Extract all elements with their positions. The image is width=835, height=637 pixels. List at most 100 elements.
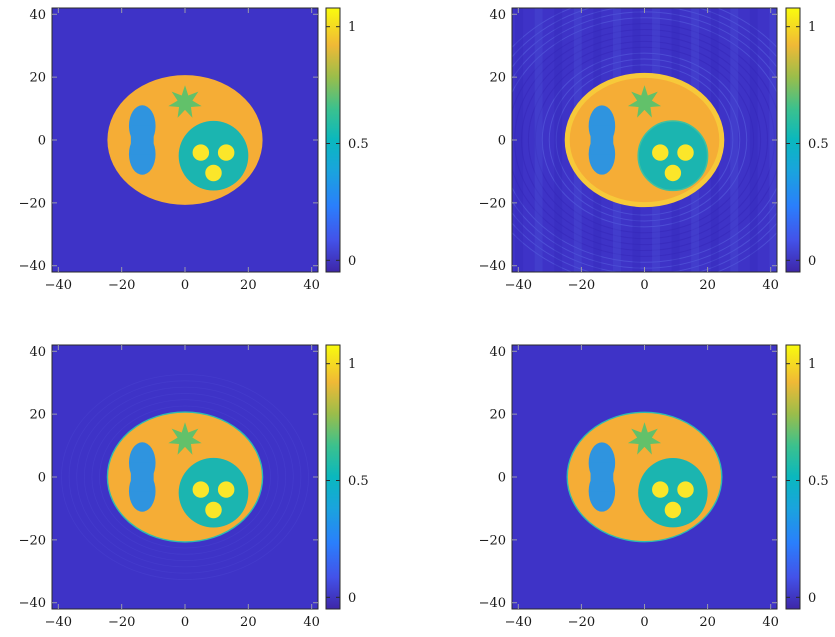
y-tick-label: 0 — [498, 134, 506, 149]
x-tick-label: −20 — [108, 615, 135, 630]
colorbar-tick-label: 1 — [348, 20, 356, 35]
dot — [652, 481, 669, 498]
y-tick-label: −20 — [479, 196, 506, 211]
ringing-artifact — [512, 17, 777, 263]
dot — [205, 501, 222, 519]
right-circle — [637, 120, 709, 192]
x-tick-label: −40 — [505, 615, 532, 630]
x-tick-label: 0 — [181, 278, 189, 293]
right-circle — [178, 120, 249, 191]
colorbar-tick-label: 1 — [808, 357, 816, 372]
colorbar-tick-label: 0 — [808, 591, 816, 606]
y-tick-label: −40 — [19, 596, 46, 611]
colorbar-tick-label: 0.5 — [808, 137, 829, 152]
colorbar-gradient — [325, 344, 341, 610]
y-tick-label: 20 — [489, 408, 506, 423]
ringing-artifact — [555, 64, 734, 216]
left-blob — [128, 442, 156, 512]
x-tick-label: 20 — [699, 615, 716, 630]
dot — [664, 501, 682, 519]
colorbar-tick-label: 0.5 — [348, 474, 369, 489]
ringing-artifact — [527, 40, 762, 240]
y-tick-label: 20 — [489, 71, 506, 86]
streak-artifact — [554, 8, 563, 272]
y-tick-label: 0 — [38, 134, 46, 149]
left-blob — [128, 105, 156, 175]
x-tick-label: 0 — [640, 615, 648, 630]
y-tick-label: −20 — [19, 533, 46, 548]
y-tick-label: −40 — [19, 259, 46, 274]
y-tick-label: 0 — [38, 471, 46, 486]
x-tick-label: −40 — [505, 278, 532, 293]
x-tick-label: 20 — [240, 278, 257, 293]
x-tick-label: 40 — [762, 615, 779, 630]
y-tick-label: 20 — [29, 71, 46, 86]
ringing-artifact — [61, 374, 309, 580]
heatmap-image — [52, 8, 318, 272]
colorbar-tick-label: 0 — [348, 591, 356, 606]
colorbar-tick-label: 0 — [348, 254, 356, 269]
ringing-artifact — [520, 34, 769, 246]
y-tick-label: 0 — [498, 471, 506, 486]
dot — [652, 144, 669, 161]
colorbar-tick-label: 1 — [348, 357, 356, 372]
colorbar-tick-label: 0.5 — [808, 474, 829, 489]
star-shape — [168, 85, 202, 118]
x-tick-label: 40 — [303, 615, 320, 630]
x-tick-label: −40 — [45, 615, 72, 630]
x-tick-label: 0 — [640, 278, 648, 293]
ringing-artifact — [541, 52, 748, 228]
colorbar-gradient — [785, 344, 801, 610]
x-tick-label: −20 — [568, 278, 595, 293]
x-tick-label: −20 — [108, 278, 135, 293]
ringing-artifact — [99, 405, 271, 549]
left-blob — [588, 442, 616, 512]
y-tick-label: −20 — [479, 533, 506, 548]
right-circle — [638, 458, 708, 528]
ringing-artifact — [548, 58, 741, 222]
streak-artifact — [749, 8, 758, 272]
star-shape — [627, 422, 662, 455]
x-tick-label: −40 — [45, 278, 72, 293]
dot — [192, 144, 210, 161]
dot — [677, 481, 694, 498]
ringing-artifact — [68, 380, 302, 574]
streak-artifact — [515, 8, 524, 272]
dot — [217, 481, 235, 498]
y-tick-label: −20 — [19, 196, 46, 211]
dot — [677, 144, 694, 161]
streak-artifact — [534, 8, 543, 272]
x-tick-label: −20 — [568, 615, 595, 630]
left-blob — [588, 105, 616, 175]
dot — [217, 144, 235, 161]
y-tick-label: 20 — [29, 408, 46, 423]
x-tick-label: 0 — [181, 615, 189, 630]
x-tick-label: 20 — [699, 278, 716, 293]
heatmap-image — [512, 345, 777, 609]
streak-artifact — [730, 8, 739, 272]
dot — [664, 164, 682, 182]
ringing-artifact — [76, 386, 294, 568]
dot — [192, 481, 210, 498]
y-tick-label: 40 — [489, 345, 506, 360]
colorbar-gradient — [785, 7, 801, 273]
colorbar: 00.51 — [325, 344, 369, 610]
colorbar: 00.51 — [785, 344, 829, 610]
ringing-artifact — [91, 399, 279, 555]
heatmap-image — [52, 345, 318, 609]
right-circle — [178, 457, 249, 528]
y-tick-label: 40 — [29, 345, 46, 360]
colorbar-tick-label: 1 — [808, 20, 816, 35]
heatmap-image — [512, 8, 777, 272]
x-tick-label: 20 — [240, 615, 257, 630]
star-shape — [627, 85, 662, 118]
x-tick-label: 40 — [762, 278, 779, 293]
colorbar-tick-label: 0 — [808, 254, 816, 269]
ringing-artifact — [83, 393, 287, 561]
y-tick-label: 40 — [29, 8, 46, 23]
dot — [205, 164, 222, 182]
